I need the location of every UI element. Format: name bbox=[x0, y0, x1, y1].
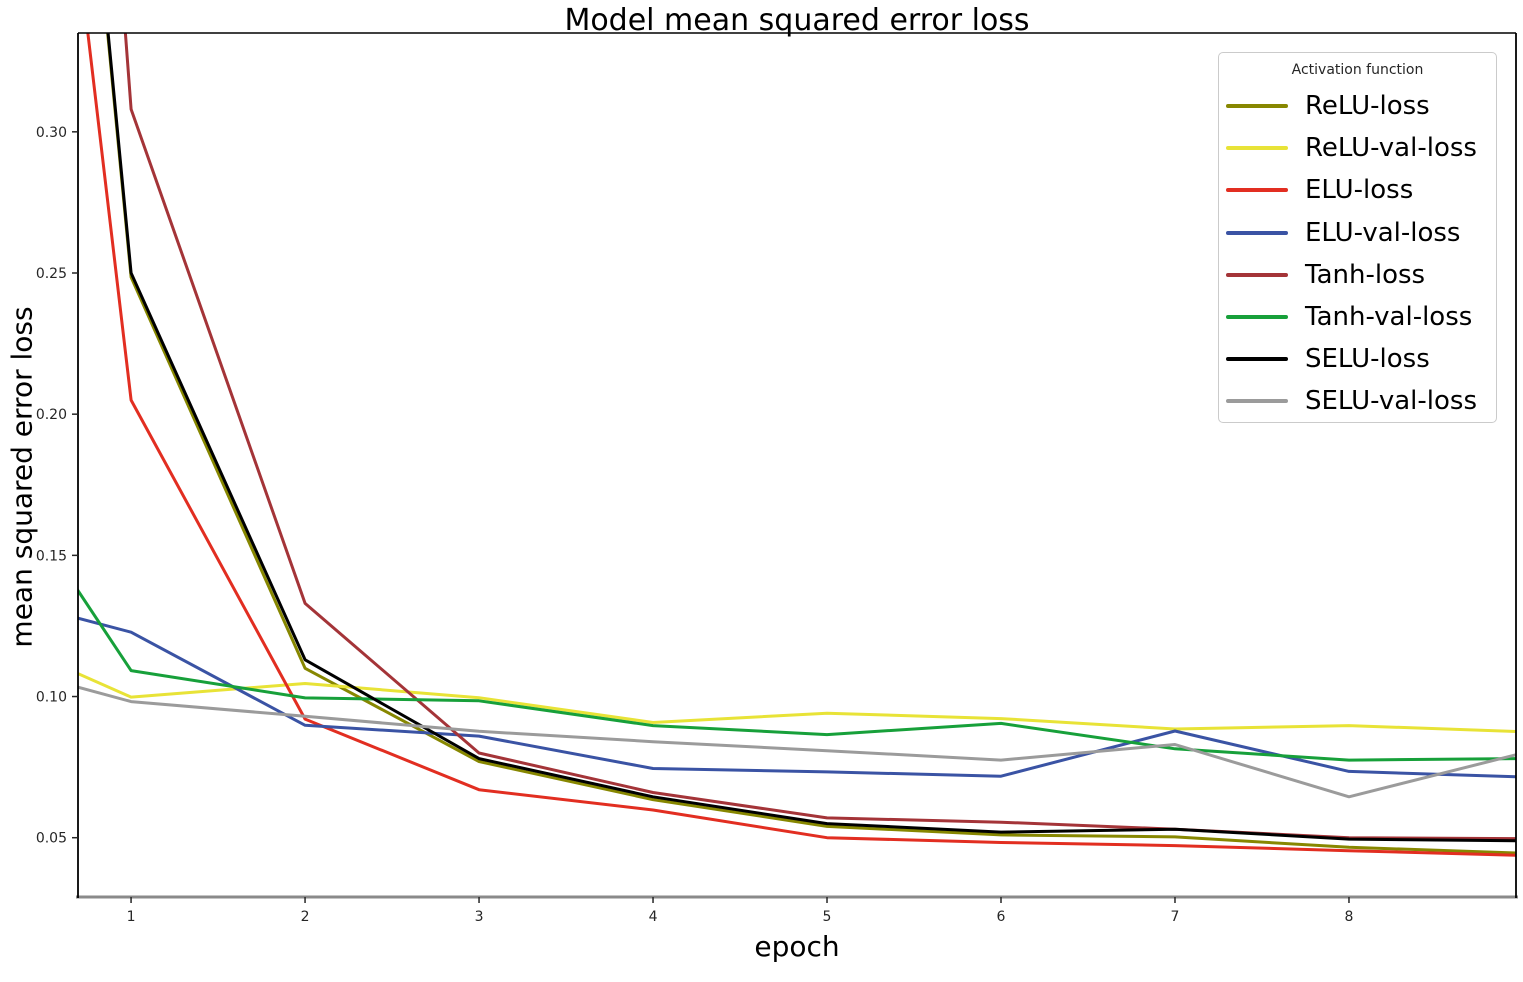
legend-entry: ReLU-val-loss bbox=[1219, 127, 1496, 169]
series-line-Tanh-val-loss bbox=[78, 587, 1516, 762]
y-tick-label: 0.25 bbox=[36, 266, 67, 282]
legend-label: Tanh-loss bbox=[1305, 259, 1426, 290]
legend-entry: SELU-loss bbox=[1219, 338, 1496, 380]
legend-swatch bbox=[1226, 146, 1288, 151]
x-tick-label: 5 bbox=[823, 909, 832, 925]
series-line-ReLU-val-loss bbox=[78, 672, 1516, 734]
series-line-ELU-val-loss bbox=[78, 616, 1516, 779]
y-tick-label: 0.20 bbox=[36, 407, 67, 423]
legend-entry: ELU-val-loss bbox=[1219, 212, 1496, 254]
legend-swatch bbox=[1226, 357, 1288, 362]
legend-label: ELU-loss bbox=[1305, 175, 1414, 206]
x-tick-label: 3 bbox=[475, 909, 484, 925]
legend-box: Activation function ReLU-loss ReLU-val-lo… bbox=[1218, 52, 1497, 423]
x-tick-label: 2 bbox=[301, 909, 310, 925]
series-line-SELU-loss bbox=[106, 33, 1516, 843]
legend-label: SELU-loss bbox=[1305, 344, 1430, 375]
x-tick-label: 1 bbox=[127, 909, 136, 925]
legend-entry: Tanh-loss bbox=[1219, 254, 1496, 296]
legend-swatch bbox=[1226, 272, 1288, 277]
legend-title: Activation function bbox=[1291, 62, 1424, 78]
legend-swatch bbox=[1226, 315, 1288, 320]
x-axis-label: epoch bbox=[754, 930, 840, 963]
legend-label: ReLU-val-loss bbox=[1305, 133, 1477, 164]
x-tick-label: 8 bbox=[1345, 909, 1354, 925]
legend-swatch bbox=[1226, 104, 1288, 109]
legend-label: ReLU-loss bbox=[1305, 91, 1430, 122]
legend-label: SELU-val-loss bbox=[1305, 386, 1477, 417]
legend-swatch bbox=[1226, 230, 1288, 235]
legend-entries: ReLU-loss ReLU-val-loss ELU-loss ELU-val-lo… bbox=[1219, 85, 1496, 423]
y-tick-label: 0.15 bbox=[36, 548, 67, 564]
series-line-ELU-loss bbox=[86, 33, 1516, 857]
legend-entry: ELU-loss bbox=[1219, 169, 1496, 211]
y-tick-label: 0.30 bbox=[36, 125, 67, 141]
axes-ticks: 1 2 3 4 5 6 7 8 0.05 0.10 0.15 0.20 0.25 0.30 bbox=[36, 125, 1354, 925]
legend-entry: Tanh-val-loss bbox=[1219, 296, 1496, 338]
legend-label: ELU-val-loss bbox=[1305, 217, 1461, 248]
y-tick-label: 0.05 bbox=[36, 831, 67, 847]
y-tick-label: 0.10 bbox=[36, 690, 67, 706]
legend-swatch bbox=[1226, 399, 1288, 404]
legend-entry: SELU-val-loss bbox=[1219, 380, 1496, 422]
legend-swatch bbox=[1226, 188, 1288, 193]
series-lines bbox=[78, 33, 1516, 857]
chart-title: Model mean squared error loss bbox=[564, 3, 1030, 38]
legend-label: Tanh-val-loss bbox=[1305, 302, 1473, 333]
legend-entry: ReLU-loss bbox=[1219, 85, 1496, 127]
x-tick-label: 7 bbox=[1171, 909, 1180, 925]
x-tick-label: 4 bbox=[649, 909, 658, 925]
series-line-SELU-val-loss bbox=[78, 685, 1516, 799]
series-line-ReLU-loss bbox=[106, 33, 1516, 855]
x-tick-label: 6 bbox=[997, 909, 1006, 925]
